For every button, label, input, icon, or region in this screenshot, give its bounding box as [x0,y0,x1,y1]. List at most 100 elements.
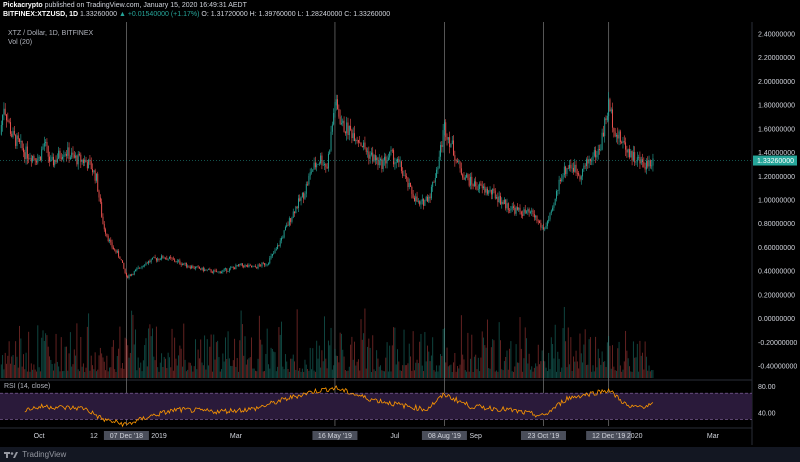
candle-body [566,168,568,174]
volume-bar [455,371,457,378]
volume-bar [462,354,464,378]
volume-bar [320,367,322,378]
volume-bar [556,371,557,378]
candle-body [623,141,625,143]
candle-body [485,188,487,193]
candle-body [90,161,92,170]
volume-bar [440,354,441,378]
volume-bar [360,319,362,378]
candle-body [348,125,350,136]
candle-body [162,255,164,259]
volume-bar [6,363,7,378]
volume-bar [359,370,361,378]
volume-bar [161,353,163,378]
candle-body [438,156,440,168]
candle-body [331,124,333,132]
candle-body [94,170,96,181]
candle-body [350,125,352,130]
volume-bar [403,329,405,378]
volume-bar [458,368,460,378]
candle-body [30,158,32,162]
candle-body [222,270,224,272]
volume-bar [213,334,215,378]
candle-body [4,108,6,115]
tradingview-logo[interactable]: TradingView [4,450,66,459]
candle-body [584,165,586,167]
volume-bar [505,356,507,378]
volume-bar [84,371,86,378]
candle-body [339,116,341,125]
candle-body [645,160,647,170]
candle-body [441,145,443,147]
candle-body [320,155,322,164]
candle-body [202,267,204,272]
candle-body [486,188,488,194]
volume-bar [265,353,267,378]
volume-bar [217,340,219,378]
time-axis-label: 2019 [151,433,167,440]
volume-bar [225,337,226,378]
candle-body [270,255,272,259]
candle-body [537,220,539,222]
volume-bar [544,361,546,378]
volume-bar [606,342,608,378]
candle-body [275,249,277,251]
volume-bar [183,323,185,378]
candle-body [148,261,150,264]
candle-body [205,269,207,271]
candle-body [337,99,339,109]
volume-bar [9,363,11,378]
volume-bar [15,341,17,378]
candle-body [131,274,133,276]
volume-bar [546,371,548,378]
volume-bar [536,366,538,378]
candle-body [118,251,120,257]
candle-body [592,155,594,161]
candle-body [217,271,219,273]
candle-body [279,240,281,246]
candle-body [185,262,187,267]
candle-body [614,131,616,137]
time-axis-label: 07 Dec '18 [110,433,143,440]
volume-bar [548,352,550,378]
volume-bar [154,360,156,378]
candle-body [79,153,80,155]
volume-bar [123,368,125,378]
volume-bar [642,352,643,378]
volume-bar [205,369,207,378]
volume-bar [274,352,276,378]
volume-bar [19,325,21,378]
candle-body [520,211,522,215]
candle-body [497,197,499,203]
price-axis-tick: 1.00000000 [758,198,795,205]
volume-bar [317,358,319,378]
candle-body [360,142,362,147]
rsi-line [24,385,654,428]
volume-bar [470,358,471,378]
volume-bar [523,358,525,378]
volume-bar [327,340,329,378]
candle-body [124,268,126,274]
rsi-axis-tick: 80.00 [758,384,776,391]
volume-bar [550,337,552,378]
volume-bar [592,365,594,378]
volume-bar [158,371,160,378]
volume-bar [436,365,438,378]
candle-body [208,269,209,270]
candle-body [351,129,353,139]
candle-body [397,158,398,163]
volume-bar [8,341,10,378]
candle-body [492,188,494,195]
volume-bar [155,326,157,378]
volume-bar [33,364,35,378]
publish-info: Pickacrypto published on TradingView.com… [3,2,247,9]
candle-body [132,274,134,275]
price-axis-tick: 1.20000000 [758,174,795,181]
volume-bar [260,339,262,378]
candle-body [245,265,247,266]
volume-bar [589,337,591,378]
price-axis-tick: 1.60000000 [758,126,795,133]
volume-bar [588,339,590,378]
candle-body [97,173,99,192]
